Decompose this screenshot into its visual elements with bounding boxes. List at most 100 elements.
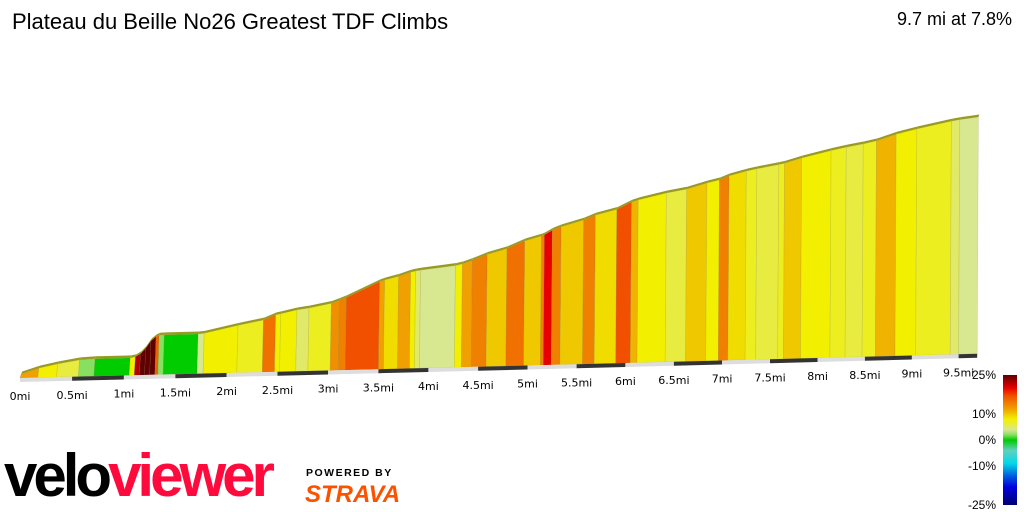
profile-top-surface [38,361,59,369]
axis-band [123,374,176,380]
profile-top-surface [746,166,758,172]
gradient-segment [383,275,399,370]
profile-top-surface [198,330,206,334]
axis-band [328,369,379,375]
legend-label: 10% [972,407,996,421]
axis-band [673,360,723,366]
x-tick-label: 3.5mi [363,381,394,394]
profile-top-surface [410,268,417,273]
gradient-segment [829,146,847,358]
profile-top-surface [706,177,721,183]
profile-top-surface [346,279,381,298]
logo-viewer: viewer [108,442,275,509]
profile-top-surface [420,263,457,271]
profile-top-surface [140,345,147,354]
profile-top-surface [719,173,731,180]
x-tick-label: 8mi [807,370,828,383]
gradient-segment [894,128,918,357]
x-tick-label: 8.5mi [849,369,880,382]
gradient-segment [307,302,332,372]
x-tick-label: 3mi [318,383,339,396]
gradient-segment [958,116,979,355]
profile-top-surface [415,267,422,271]
axis-band [625,361,674,367]
axis-band [20,376,73,382]
gradient-segment [236,319,264,374]
gradient-segment [755,164,780,360]
axis-band [958,353,978,359]
profile-top-surface [57,357,81,364]
profile-top-surface [831,144,848,151]
profile-top-surface [524,233,543,241]
profile-top-surface [280,307,298,314]
distance-axis: 0mi 0.5mi 1mi 1.5mi 2mi 2.5mi 3mi 3.5mi 4mi 4.5mi… [10,353,978,403]
axis-band [527,364,577,370]
gradient-segment [93,357,131,377]
gradient-segment [470,253,488,368]
profile-top-surface [666,186,688,193]
gradient-segment [542,229,553,366]
profile-top-surface [544,227,554,235]
profile-top-surface [204,322,240,334]
gradient-segment [582,214,596,365]
x-tick-label: 9mi [902,368,923,381]
profile-top-surface [784,155,803,164]
legend-label: 25% [972,368,996,382]
profile-top-surface [275,311,282,315]
gradient-segment [874,133,897,357]
profile-top-surface [507,238,526,249]
gradient-segment [397,271,411,370]
gradient-segment [505,240,526,367]
gradient-segment [664,188,687,363]
gradient-segment [717,175,730,361]
x-tick-label: 1.5mi [160,386,191,399]
gradient-segment [861,140,877,358]
profile-top-surface [686,180,708,190]
profile-top-surface [595,206,618,216]
profile-top-surface [472,251,489,261]
profile-top-surface [778,160,786,165]
profile-top-surface [638,190,668,200]
profile-top-surface [159,332,166,336]
profile-top-surface [616,199,633,210]
gradient-segment [685,182,708,362]
x-tick-label: 2.5mi [262,384,293,397]
legend-label: -10% [968,459,996,473]
profile-top-surface [487,246,509,255]
profile-top-surface [384,273,400,281]
axis-band [478,365,528,371]
profile-top-surface [863,138,878,144]
axis-band [277,370,329,376]
profile-top-surface [916,118,953,129]
profile-top-surface [339,295,348,301]
gradient-segment [202,324,239,374]
x-tick-label: 6mi [615,375,636,388]
profile-top-surface [79,356,97,360]
x-tick-label: 4.5mi [462,379,493,392]
gradient-segment [523,235,542,366]
profile-top-surface [95,355,132,359]
gradient-segment [783,157,803,360]
x-tick-label: 0mi [10,390,31,403]
gradient-legend: 25% 10% 0% -10% -25% [968,368,1017,512]
axis-band [428,366,479,372]
x-tick-label: 4mi [418,380,439,393]
gradient-segment [727,170,747,361]
axis-band [911,354,959,360]
legend-label: -25% [968,498,996,512]
gradient-segment [615,201,632,364]
axis-band [722,359,770,365]
profile-top-surface [951,117,961,122]
profile-top-surface [583,212,597,220]
gradient-segment [295,307,310,372]
profile-top-surface [561,217,585,227]
gradient-segment [915,120,952,356]
gradient-segment [559,219,584,365]
gradient-segment [949,119,961,355]
profile-top-surface [379,277,386,282]
profile-top-surface [876,131,898,141]
profile-top-surface [455,261,464,266]
gradient-segment [279,309,298,373]
x-tick-label: 7.5mi [754,371,785,384]
profile-top-surface [462,257,474,264]
